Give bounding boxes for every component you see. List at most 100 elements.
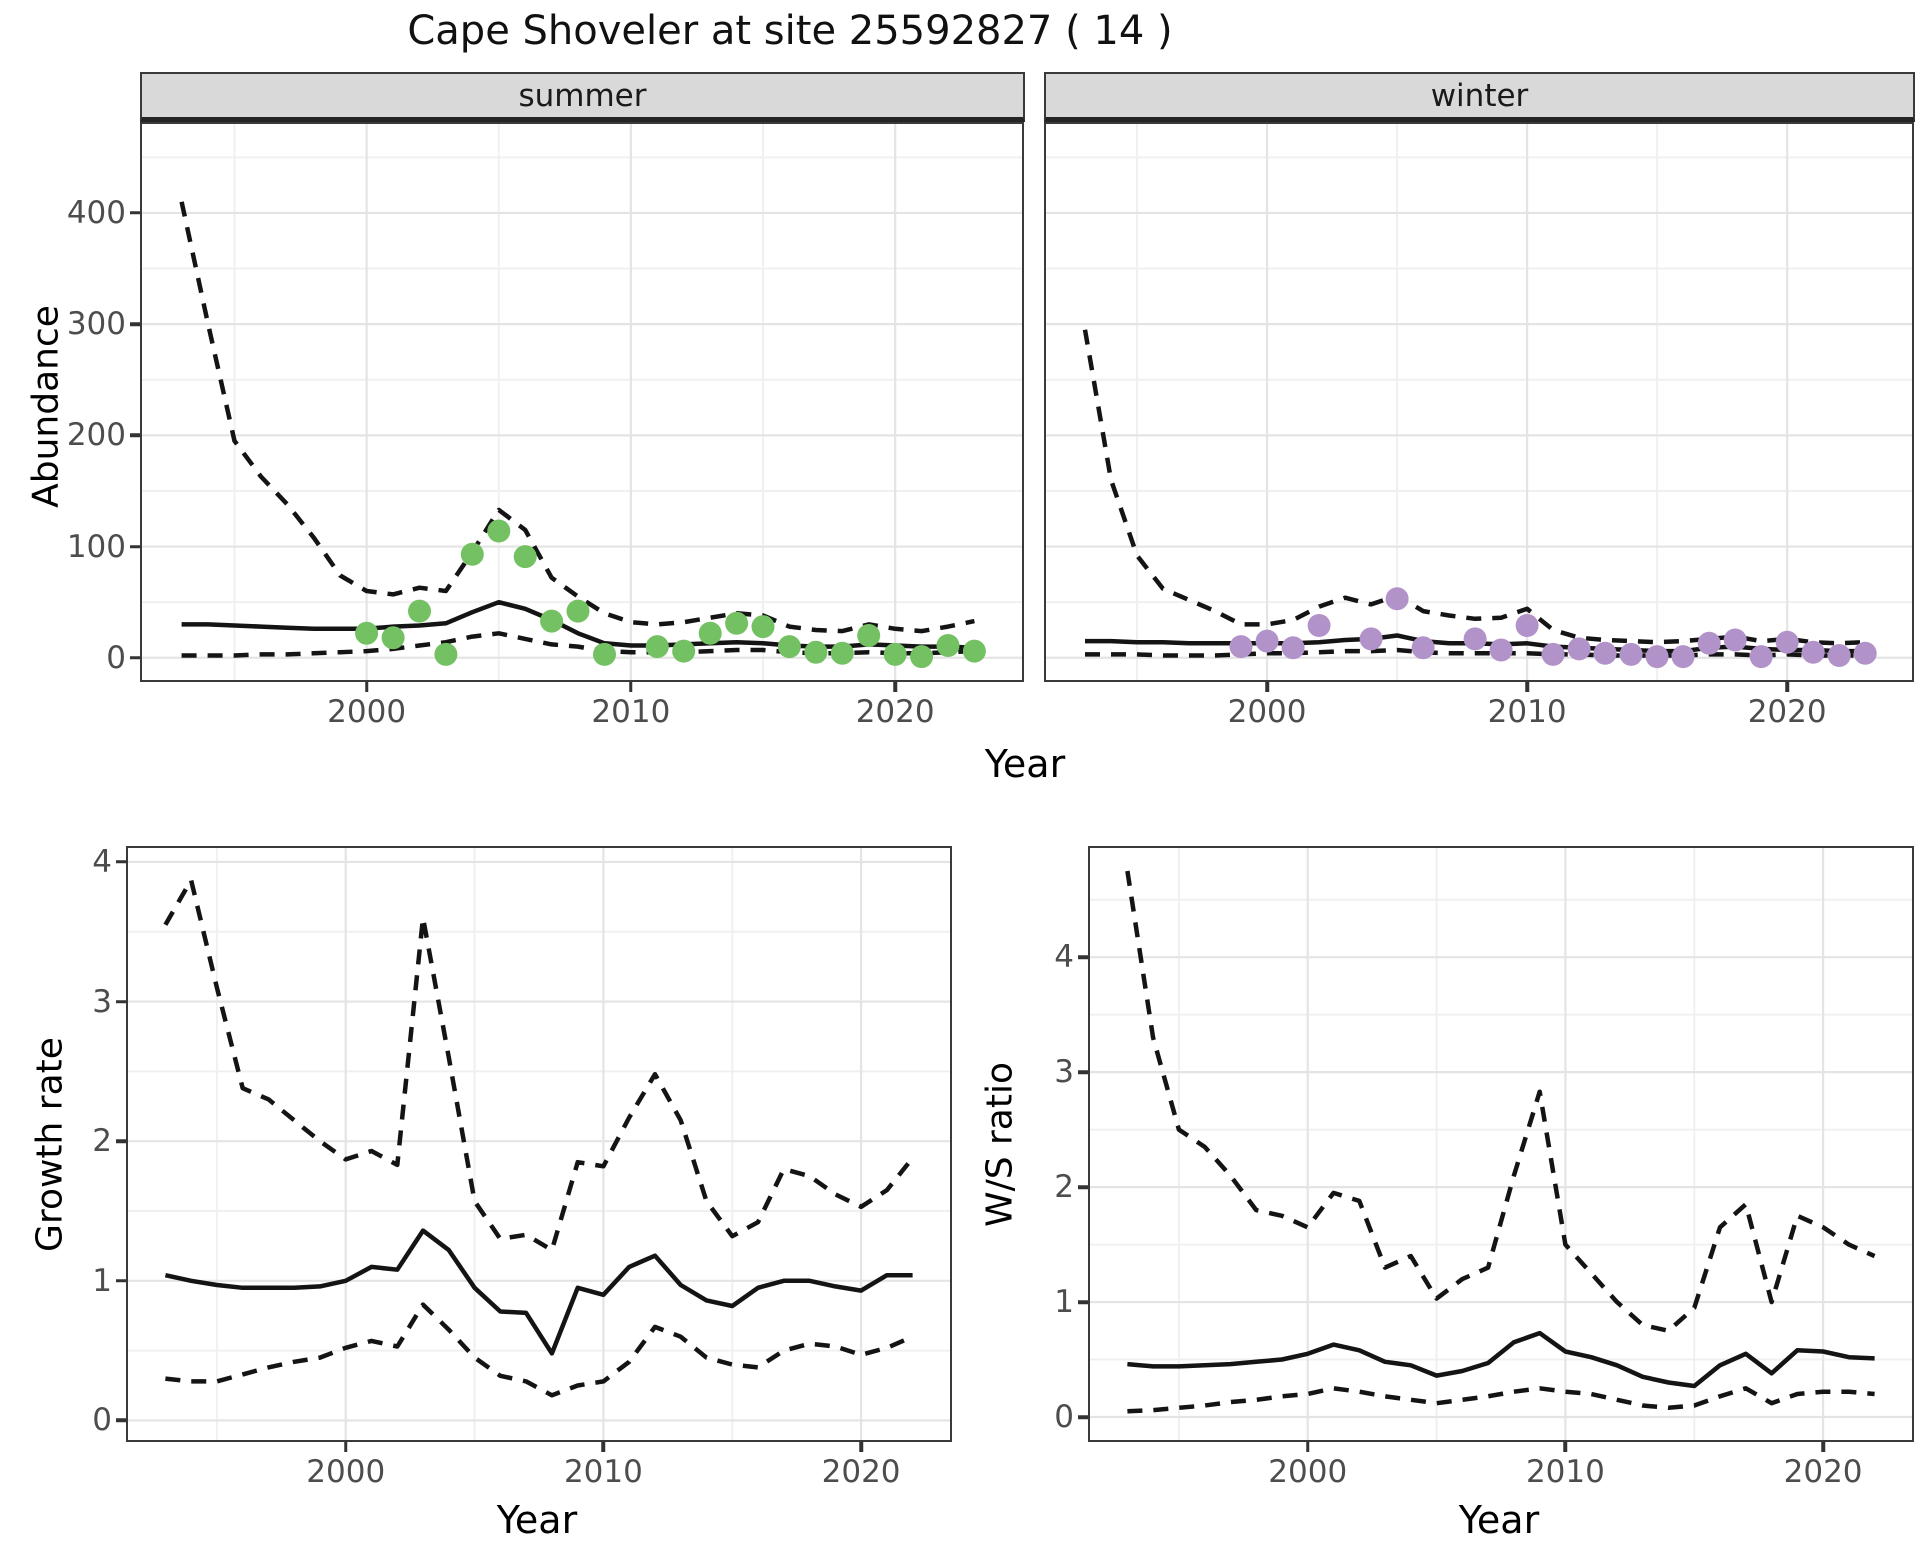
winter-observation-point bbox=[1749, 645, 1773, 669]
abundance-axis-label: Abundance bbox=[25, 305, 67, 508]
x-tick-mark bbox=[859, 1442, 863, 1452]
growth-median-line bbox=[164, 1228, 913, 1356]
x-tick-mark bbox=[1785, 682, 1789, 692]
y-tick-mark bbox=[1078, 1070, 1088, 1074]
winter-observation-point bbox=[1281, 636, 1305, 660]
chart-title: Cape Shoveler at site 25592827 ( 14 ) bbox=[407, 8, 1173, 54]
summer-observation-point bbox=[540, 609, 564, 633]
growth-rate-panel: 2000 2010 2020 0 1 2 3 4 bbox=[92, 844, 952, 1490]
summer-observation-point bbox=[857, 624, 881, 647]
winter-observation-point bbox=[1827, 644, 1851, 667]
summer-upper_ci-line bbox=[179, 201, 975, 634]
winter-observation-point bbox=[1671, 645, 1695, 669]
winter-observation-point bbox=[1697, 631, 1721, 655]
y-tick-label: 3 bbox=[1054, 1054, 1074, 1091]
y-tick-label: 0 bbox=[1054, 1399, 1074, 1435]
y-tick-label: 3 bbox=[92, 983, 112, 1020]
ws-ratio-panel: 2000 2010 2020 0 1 2 3 4 bbox=[1054, 846, 1914, 1490]
summer-observation-point bbox=[777, 635, 801, 659]
y-tick-label: 1 bbox=[92, 1262, 112, 1299]
x-tick-mark bbox=[893, 682, 897, 692]
x-tick-mark bbox=[343, 1442, 348, 1452]
x-tick-label: 2000 bbox=[306, 1454, 386, 1490]
summer-observation-point bbox=[804, 640, 828, 664]
summer-observation-point bbox=[645, 635, 669, 659]
y-tick-label: 300 bbox=[66, 306, 126, 343]
summer-observation-point bbox=[725, 611, 749, 635]
x-tick-label: 2000 bbox=[1268, 1454, 1348, 1490]
winter-observation-point bbox=[1359, 627, 1383, 651]
summer-plot-svg bbox=[142, 124, 1022, 680]
winter-observation-point bbox=[1723, 628, 1747, 652]
x-tick-label: 2020 bbox=[821, 1454, 901, 1490]
ws-ratio-axis-label: W/S ratio bbox=[979, 1061, 1021, 1228]
x-tick-label: 2010 bbox=[1487, 694, 1567, 730]
winter-observation-point bbox=[1307, 614, 1331, 637]
winter-observation-point bbox=[1385, 587, 1409, 611]
summer-observation-point bbox=[460, 542, 484, 566]
winter-observation-point bbox=[1775, 630, 1799, 654]
x-tick-mark bbox=[1305, 1442, 1310, 1452]
x-tick-mark bbox=[1525, 682, 1529, 692]
y-tick-label: 100 bbox=[66, 528, 126, 565]
winter-observation-point bbox=[1229, 635, 1253, 659]
y-tick-label: 2 bbox=[1054, 1169, 1074, 1206]
y-tick-mark bbox=[116, 1279, 126, 1283]
winter-observation-point bbox=[1541, 642, 1565, 666]
summer-observation-point bbox=[936, 634, 960, 657]
y-tick-mark bbox=[130, 544, 140, 549]
facet-strip-winter: winter bbox=[1044, 72, 1915, 122]
y-tick-label: 0 bbox=[92, 1402, 112, 1439]
winter-observation-point bbox=[1593, 641, 1617, 665]
y-tick-label: 2 bbox=[92, 1123, 112, 1160]
y-tick-mark bbox=[130, 322, 140, 326]
year-axis-label-top: Year bbox=[984, 742, 1066, 786]
summer-observation-point bbox=[962, 639, 986, 663]
winter-observation-point bbox=[1801, 640, 1825, 664]
facet-strip-winter-label: winter bbox=[1430, 77, 1529, 114]
winter-observation-point bbox=[1645, 645, 1669, 669]
x-tick-mark bbox=[601, 1442, 606, 1452]
y-tick-mark bbox=[1078, 1415, 1088, 1419]
summer-observation-point bbox=[513, 545, 537, 569]
winter-observation-point bbox=[1489, 638, 1513, 662]
summer-observation-point bbox=[883, 642, 907, 666]
x-tick-label: 2020 bbox=[855, 694, 935, 730]
summer-observation-point bbox=[355, 621, 379, 645]
winter-observation-point bbox=[1411, 636, 1435, 660]
y-tick-mark bbox=[116, 999, 126, 1004]
growth-plot-svg bbox=[128, 848, 950, 1440]
summer-observation-point bbox=[487, 519, 511, 543]
summer-observation-point bbox=[434, 642, 458, 666]
x-tick-mark bbox=[1265, 682, 1269, 692]
year-axis-label-growth: Year bbox=[496, 1498, 578, 1542]
winter-observation-point bbox=[1619, 642, 1643, 666]
x-tick-label: 2020 bbox=[1747, 694, 1827, 730]
facet-strip-summer-label: summer bbox=[518, 77, 647, 114]
y-tick-label: 400 bbox=[66, 194, 126, 231]
year-axis-label-ws: Year bbox=[1458, 1498, 1540, 1542]
y-tick-mark bbox=[130, 656, 140, 660]
y-tick-mark bbox=[130, 433, 140, 438]
y-tick-mark bbox=[116, 1418, 126, 1423]
y-tick-mark bbox=[130, 211, 140, 215]
summer-observation-point bbox=[593, 642, 616, 666]
winter-plot-svg bbox=[1046, 124, 1912, 680]
x-tick-label: 2010 bbox=[563, 1454, 643, 1490]
y-tick-label: 0 bbox=[106, 639, 126, 676]
y-tick-mark bbox=[1078, 1185, 1088, 1189]
y-tick-label: 1 bbox=[1054, 1284, 1074, 1321]
summer-observation-point bbox=[408, 599, 431, 623]
growth-upper_ci-line bbox=[163, 877, 915, 1253]
winter-upper_ci-line bbox=[1082, 329, 1866, 646]
x-tick-label: 2000 bbox=[327, 694, 407, 730]
ws-lower_ci-line bbox=[1127, 1386, 1875, 1414]
winter-observation-point bbox=[1567, 637, 1591, 661]
summer-observation-point bbox=[751, 615, 775, 639]
x-tick-label: 2010 bbox=[591, 694, 671, 730]
x-tick-label: 2010 bbox=[1525, 1454, 1605, 1490]
x-tick-mark bbox=[629, 682, 633, 692]
summer-observation-point bbox=[672, 639, 696, 663]
y-tick-mark bbox=[116, 860, 126, 864]
